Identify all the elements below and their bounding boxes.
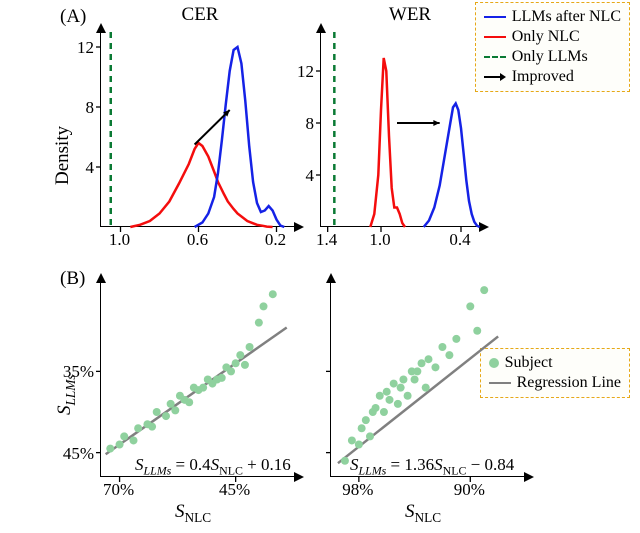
- tick-label: 12: [56, 38, 94, 58]
- legend-text-only-nlc: Only NLC: [512, 27, 580, 47]
- tick-label: 8: [276, 114, 314, 134]
- xlabel-snlc-var: S: [175, 501, 185, 522]
- legend-text-only-llms: Only LLMs: [512, 47, 588, 67]
- title-cer: CER: [160, 4, 240, 26]
- legend-row-only-llms: Only LLMs: [484, 47, 621, 67]
- figure-root: (A) (B) CER WER LLMs after NLC Only NLC …: [30, 0, 640, 533]
- legend-dash-green: [484, 56, 506, 58]
- tick-label: 70%: [101, 480, 137, 500]
- equation-cer: SLLMs = 0.4SNLC + 0.16: [135, 455, 291, 478]
- plot-b-wer: [330, 282, 525, 477]
- title-wer: WER: [370, 4, 450, 26]
- legend-text-regline: Regression Line: [517, 373, 621, 393]
- tick-label: 0.2: [258, 230, 294, 250]
- legend-row-only-nlc: Only NLC: [484, 27, 621, 47]
- tick-label: 0.4: [442, 230, 478, 250]
- tick-label: 4: [56, 158, 94, 178]
- legend-row-improved: Improved: [484, 67, 621, 87]
- tick-label: 35%: [56, 362, 94, 382]
- tick-label: 98%: [340, 480, 376, 500]
- tick-label: 4: [276, 166, 314, 186]
- tick-label: 1.0: [102, 230, 138, 250]
- plot-b-cer-svg: [101, 282, 296, 477]
- legend-text-llms-after: LLMs after NLC: [512, 7, 621, 27]
- tick-label: 90%: [451, 480, 487, 500]
- tick-label: 45%: [56, 444, 94, 464]
- tick-label: 0.6: [180, 230, 216, 250]
- tick-label: 1.4: [309, 230, 345, 250]
- equation-wer: SLLMs = 1.36SNLC − 0.84: [350, 455, 514, 478]
- tick-label: 1.0: [362, 230, 398, 250]
- tick-label: 12: [276, 62, 314, 82]
- legend-line-red: [484, 36, 506, 39]
- panel-b-label: (B): [60, 268, 85, 290]
- ylabel-sllms-var: S: [54, 406, 75, 416]
- xlabel-snlc-var: S: [405, 501, 415, 522]
- plot-a-cer: [100, 32, 295, 227]
- xlabel-snlc-sub: NLC: [415, 510, 442, 525]
- legend-line-blue: [484, 16, 506, 19]
- legend-row-llms-after: LLMs after NLC: [484, 7, 621, 27]
- tick-label: 8: [56, 98, 94, 118]
- plot-a-cer-svg: [101, 32, 296, 227]
- xlabel-snlc-2: SNLC: [405, 501, 441, 526]
- xlabel-snlc-1: SNLC: [175, 501, 211, 526]
- plot-b-cer: [100, 282, 295, 477]
- plot-a-wer-svg: [321, 32, 481, 227]
- legend-a: LLMs after NLC Only NLC Only LLMs Improv…: [475, 2, 630, 92]
- plot-b-wer-svg: [331, 282, 526, 477]
- tick-label: 45%: [217, 480, 253, 500]
- legend-text-improved: Improved: [512, 67, 574, 87]
- plot-a-wer: [320, 32, 480, 227]
- panel-a-label: (A): [60, 6, 86, 28]
- xlabel-snlc-sub: NLC: [185, 510, 212, 525]
